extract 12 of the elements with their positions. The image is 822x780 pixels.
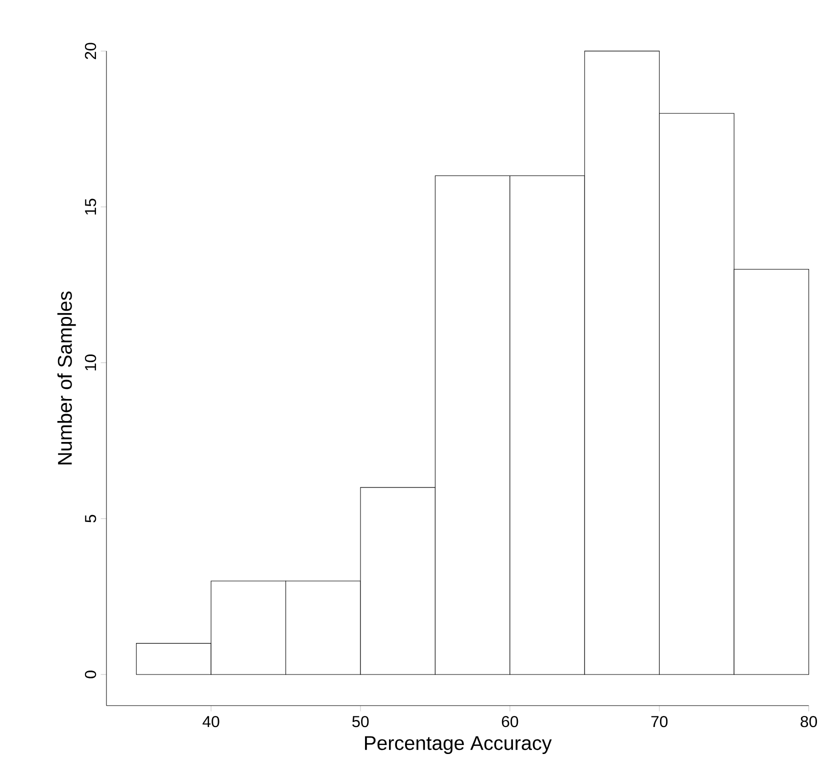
x-tick-label: 60	[502, 716, 518, 728]
y-tick-label: 0	[84, 670, 96, 678]
x-axis-title: Percentage Accuracy	[365, 736, 552, 754]
y-tick-label: 15	[85, 198, 96, 215]
x-tick-label: 70	[651, 716, 668, 728]
y-tick-label: 10	[84, 354, 96, 370]
x-tick-label: 50	[352, 716, 369, 728]
x-tick-label: 80	[800, 716, 817, 728]
y-tick-label: 20	[84, 42, 96, 60]
y-axis-title: Number of Samples	[57, 292, 76, 464]
x-tick-label: 40	[202, 716, 220, 728]
y-tick-label: 5	[85, 514, 96, 522]
